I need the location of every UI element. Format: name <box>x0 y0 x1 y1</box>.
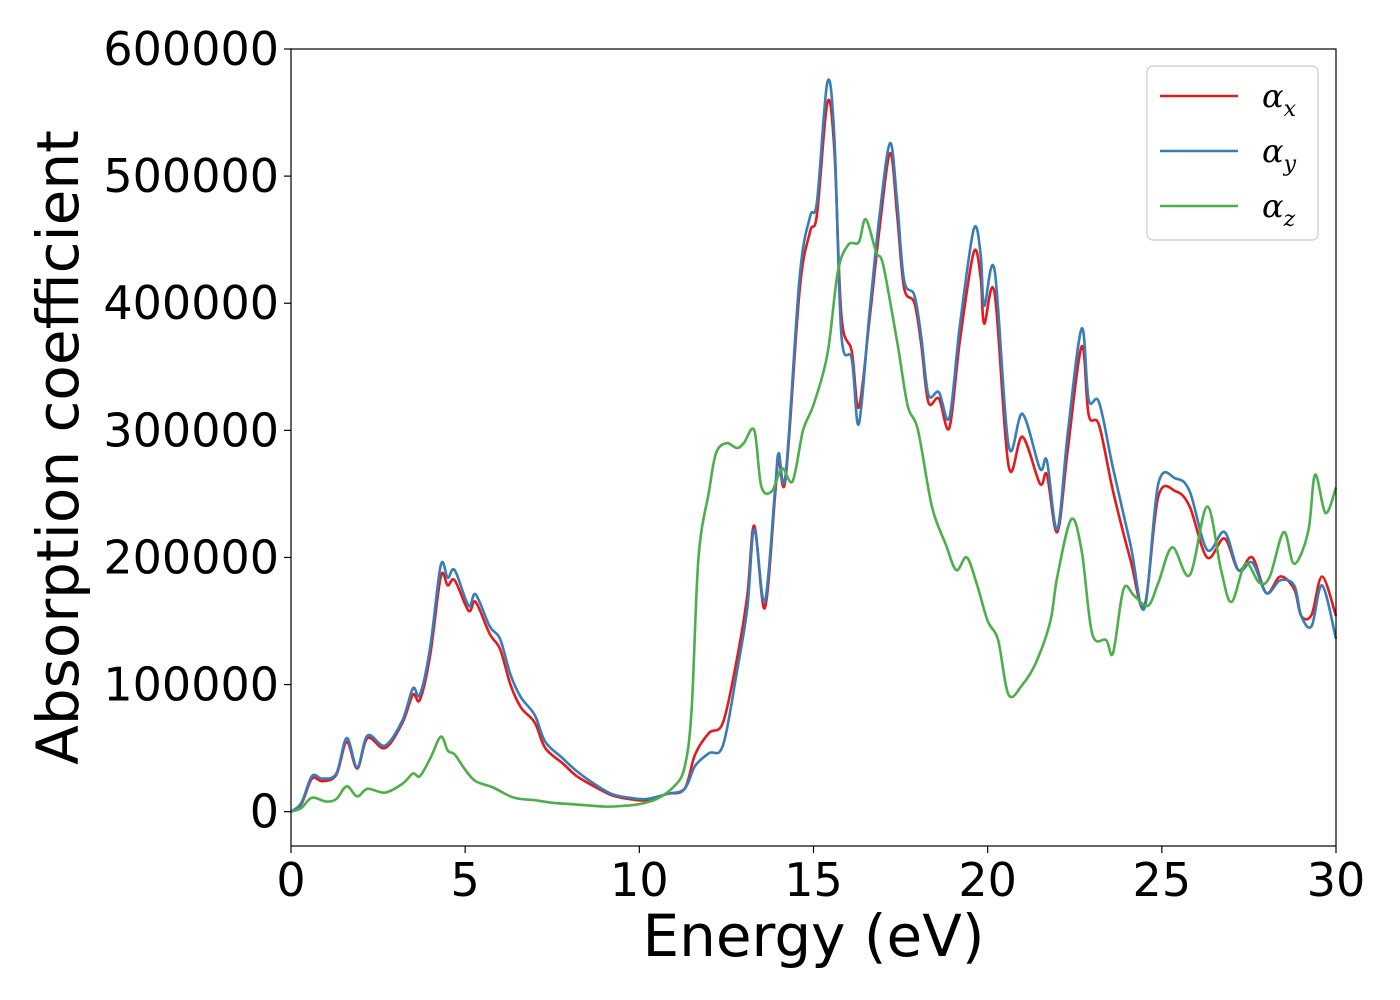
x-tick-label: 0 <box>276 853 305 907</box>
y-tick-label: 200000 <box>103 530 279 584</box>
x-axis-title: Energy (eV) <box>642 902 984 970</box>
series-line-alpha-y <box>290 78 1338 813</box>
y-axis-title: Absorption coefficient <box>24 130 92 765</box>
x-tick-label: 10 <box>610 853 669 907</box>
x-tick-label: 15 <box>784 853 843 907</box>
ticks-layer: 0 5 10 15 20 25 30 0 100000 200000 300000 400000 500… <box>103 22 1365 907</box>
x-tick-label: 25 <box>1133 853 1192 907</box>
x-tick-label: 5 <box>451 853 480 907</box>
legend-box <box>1146 65 1319 241</box>
x-tick-label: 30 <box>1307 853 1366 907</box>
y-tick-label: 600000 <box>103 22 279 76</box>
x-tick-label: 20 <box>958 853 1017 907</box>
y-tick-label: 0 <box>250 785 279 839</box>
series-layer <box>290 78 1338 813</box>
y-tick-label: 100000 <box>103 658 279 712</box>
y-tick-label: 300000 <box>103 403 279 457</box>
series-line-alpha-z <box>290 217 1338 813</box>
y-tick-label: 500000 <box>103 149 279 203</box>
y-tick-label: 400000 <box>103 276 279 330</box>
